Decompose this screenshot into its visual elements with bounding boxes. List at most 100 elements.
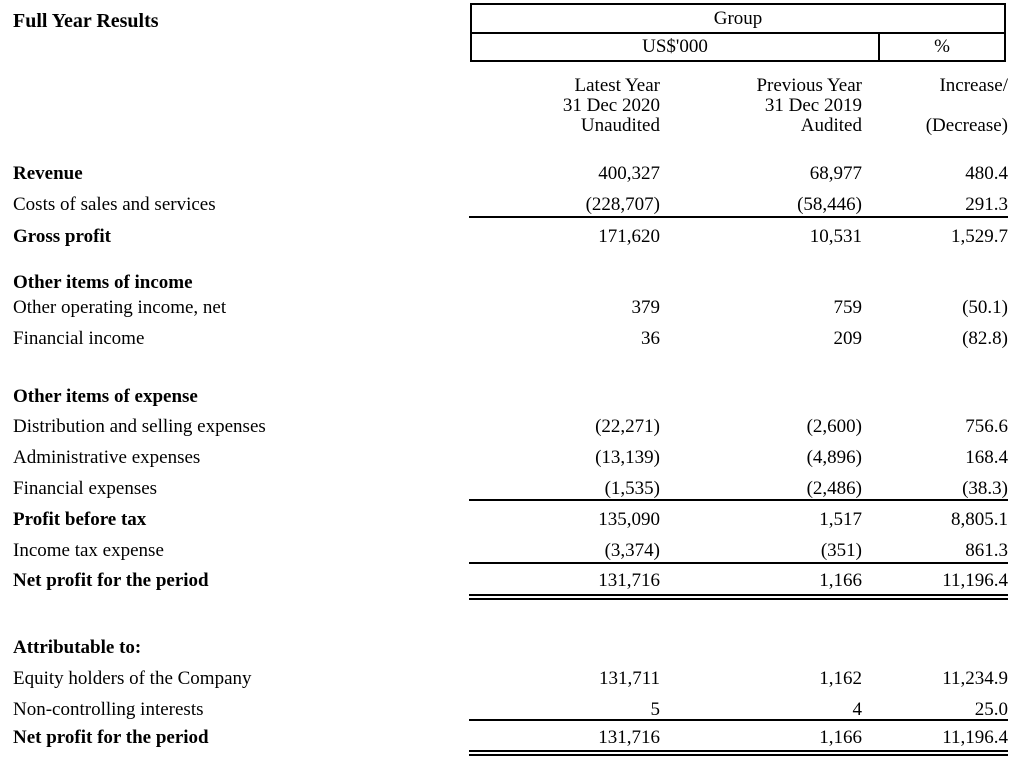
- row-other-operating-income: Other operating income, net 379 759 (50.…: [0, 297, 1008, 319]
- separator-line: [469, 719, 1008, 721]
- separator-line: [469, 216, 1008, 218]
- value-2020: (13,139): [595, 447, 660, 468]
- units-header-row: US$'000 %: [472, 34, 1004, 60]
- value-change: 8,805.1: [951, 509, 1008, 530]
- value-2020: 135,090: [598, 509, 660, 530]
- percent-header-cell: %: [934, 36, 950, 57]
- value-2019: 209: [833, 328, 863, 349]
- value-change: 1,529.7: [951, 226, 1008, 247]
- row-label: Attributable to:: [13, 637, 142, 658]
- value-2019: (2,486): [806, 478, 862, 499]
- column-header-line: Audited: [800, 115, 862, 136]
- currency-header-cell: US$'000: [472, 34, 880, 60]
- row-equity-holders: Equity holders of the Company 131,711 1,…: [0, 668, 1008, 690]
- value-change: 11,234.9: [942, 668, 1008, 689]
- column-header-line: Unaudited: [580, 115, 660, 136]
- row-net-profit-attributable: Net profit for the period 131,716 1,166 …: [0, 727, 1008, 749]
- value-2019: 10,531: [809, 226, 862, 247]
- row-gross-profit: Gross profit 171,620 10,531 1,529.7: [0, 226, 1008, 248]
- column-header-latest-year: Latest Year 31 Dec 2020 Unaudited: [470, 76, 660, 136]
- row-revenue: Revenue 400,327 68,977 480.4: [0, 163, 1008, 185]
- row-label: Non-controlling interests: [13, 699, 204, 720]
- value-2020: 131,716: [598, 570, 660, 591]
- row-label: Net profit for the period: [13, 727, 209, 748]
- row-label: Financial expenses: [13, 478, 158, 499]
- column-header-line: 31 Dec 2019: [764, 95, 862, 116]
- column-header-spacer: [862, 96, 1008, 116]
- column-header-line: Increase/: [939, 75, 1008, 96]
- row-label: Financial income: [13, 328, 145, 349]
- row-non-controlling-interests: Non-controlling interests 5 4 25.0: [0, 699, 1008, 721]
- row-label: Profit before tax: [13, 509, 147, 530]
- row-net-profit: Net profit for the period 131,716 1,166 …: [0, 570, 1008, 592]
- value-change: 756.6: [965, 416, 1008, 437]
- value-2020: 379: [631, 297, 661, 318]
- value-change: 861.3: [965, 540, 1008, 561]
- row-income-tax-expense: Income tax expense (3,374) (351) 861.3: [0, 540, 1008, 562]
- value-2020: (1,535): [604, 478, 660, 499]
- value-2019: (4,896): [806, 447, 862, 468]
- double-rule: [469, 594, 1008, 600]
- group-header-box: Group US$'000 %: [470, 3, 1006, 62]
- section-header-attributable-to: Attributable to:: [0, 637, 1008, 659]
- row-distribution-selling-expenses: Distribution and selling expenses (22,27…: [0, 416, 1008, 438]
- value-change: (50.1): [962, 297, 1008, 318]
- value-2020: 171,620: [598, 226, 660, 247]
- row-financial-expenses: Financial expenses (1,535) (2,486) (38.3…: [0, 478, 1008, 500]
- column-header-line: Previous Year: [756, 75, 862, 96]
- row-label: Net profit for the period: [13, 570, 209, 591]
- value-2019: (351): [820, 540, 862, 561]
- column-header-line: 31 Dec 2020: [562, 95, 660, 116]
- value-2020: 131,711: [598, 668, 660, 689]
- value-2019: (2,600): [806, 416, 862, 437]
- separator-line: [469, 499, 1008, 501]
- value-change: 25.0: [974, 699, 1008, 720]
- row-financial-income: Financial income 36 209 (82.8): [0, 328, 1008, 350]
- row-label: Administrative expenses: [13, 447, 201, 468]
- value-2019: 1,517: [819, 509, 862, 530]
- row-label: Equity holders of the Company: [13, 668, 252, 689]
- value-2020: 400,327: [598, 163, 660, 184]
- value-2020: (22,271): [595, 416, 660, 437]
- section-header-other-income: Other items of income: [0, 272, 1008, 294]
- value-change: 11,196.4: [942, 570, 1008, 591]
- row-label: Other operating income, net: [13, 297, 227, 318]
- page-title: Full Year Results: [13, 10, 159, 32]
- section-header-other-expense: Other items of expense: [0, 386, 1008, 408]
- column-header-line: (Decrease): [925, 115, 1008, 136]
- value-change: (82.8): [962, 328, 1008, 349]
- value-2019: 4: [852, 699, 863, 720]
- row-label: Revenue: [13, 163, 83, 184]
- value-2020: 131,716: [598, 727, 660, 748]
- row-label: Costs of sales and services: [13, 194, 216, 215]
- row-label: Other items of expense: [13, 386, 198, 407]
- value-2019: (58,446): [797, 194, 862, 215]
- separator-line: [469, 562, 1008, 564]
- value-2020: 36: [641, 328, 660, 349]
- value-change: (38.3): [962, 478, 1008, 499]
- value-2020: (3,374): [604, 540, 660, 561]
- value-2019: 68,977: [809, 163, 862, 184]
- value-change: 291.3: [965, 194, 1008, 215]
- value-change: 11,196.4: [942, 727, 1008, 748]
- column-header-increase-decrease: Increase/ (Decrease): [862, 76, 1008, 136]
- value-change: 480.4: [965, 163, 1008, 184]
- value-2019: 759: [833, 297, 863, 318]
- row-profit-before-tax: Profit before tax 135,090 1,517 8,805.1: [0, 509, 1008, 531]
- value-2020: 5: [650, 699, 661, 720]
- double-rule: [469, 750, 1008, 756]
- value-2019: 1,166: [819, 727, 862, 748]
- row-costs-of-sales: Costs of sales and services (228,707) (5…: [0, 194, 1008, 216]
- row-label: Distribution and selling expenses: [13, 416, 266, 437]
- row-label: Income tax expense: [13, 540, 164, 561]
- row-label: Other items of income: [13, 272, 193, 293]
- value-2020: (228,707): [585, 194, 660, 215]
- value-2019: 1,166: [819, 570, 862, 591]
- row-label: Gross profit: [13, 226, 111, 247]
- group-header-cell: Group: [472, 5, 1004, 34]
- row-administrative-expenses: Administrative expenses (13,139) (4,896)…: [0, 447, 1008, 469]
- column-header-line: Latest Year: [574, 75, 660, 96]
- value-change: 168.4: [965, 447, 1008, 468]
- column-header-previous-year: Previous Year 31 Dec 2019 Audited: [660, 76, 862, 136]
